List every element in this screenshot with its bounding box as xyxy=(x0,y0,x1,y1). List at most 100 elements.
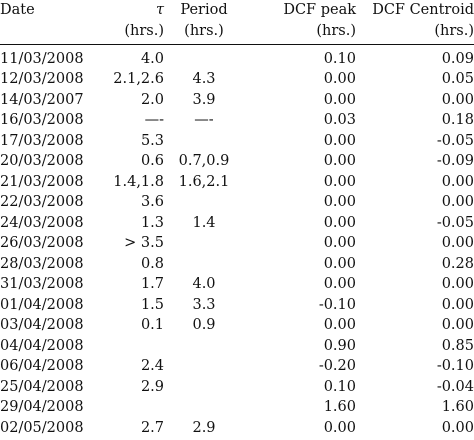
header-tau: τ xyxy=(155,2,164,18)
cell-tau: 0.8 xyxy=(140,255,164,272)
cell-period: 1.4 xyxy=(192,214,216,231)
header-tau-unit: (hrs.) xyxy=(96,20,168,45)
table-row: 20/03/2008 0.6 0.7,0.9 0.00 -0.09 xyxy=(0,151,474,172)
cell-dcf-peak: 0.00 xyxy=(323,194,356,210)
table-row: 22/03/2008 3.6 0.00 0.00 xyxy=(0,192,474,213)
cell-tau: 2.4 xyxy=(140,358,164,374)
cell-date: 26/03/2008 xyxy=(0,235,84,251)
cell-date: 29/04/2008 xyxy=(0,399,84,415)
table-row: 26/03/2008 > 3.5 0.00 0.00 xyxy=(0,233,474,254)
cell-dcf-centroid: 0.09 xyxy=(441,50,474,67)
cell-dcf-centroid: 0.28 xyxy=(441,255,474,272)
cell-dcf-peak: 0.00 xyxy=(323,276,356,292)
cell-tau: 2.7 xyxy=(140,419,164,436)
cell-dcf-centroid: 0.18 xyxy=(441,112,474,128)
cell-period xyxy=(168,356,240,377)
cell-period: —- xyxy=(194,112,214,128)
cell-dcf-peak: 0.00 xyxy=(323,132,356,149)
cell-period: 3.3 xyxy=(192,296,216,313)
cell-date: 14/03/2007 xyxy=(0,91,84,108)
cell-date: 17/03/2008 xyxy=(0,132,84,149)
cell-dcf-centroid: 1.60 xyxy=(441,399,474,415)
table-body: 11/03/2008 4.0 0.10 0.09 12/03/2008 2.1,2.6 4.… xyxy=(0,44,474,438)
cell-tau: 3.6 xyxy=(140,194,164,210)
cell-tau: 0.6 xyxy=(140,153,164,169)
cell-dcf-peak: 0.10 xyxy=(323,50,356,67)
cell-date: 28/03/2008 xyxy=(0,255,84,272)
cell-dcf-peak: -0.20 xyxy=(318,358,356,374)
cell-date: 21/03/2008 xyxy=(0,173,84,190)
header-row-units: (hrs.) (hrs.) (hrs.) (hrs.) xyxy=(0,20,474,45)
cell-tau: 1.3 xyxy=(140,214,164,231)
table-row: 12/03/2008 2.1,2.6 4.3 0.00 0.05 xyxy=(0,69,474,90)
cell-period xyxy=(168,192,240,213)
table-row: 21/03/2008 1.4,1.8 1.6,2.1 0.00 0.00 xyxy=(0,172,474,193)
cell-tau: 4.0 xyxy=(140,50,164,67)
table-row: 02/05/2008 2.7 2.9 0.00 0.00 xyxy=(0,418,474,439)
table-row: 24/03/2008 1.3 1.4 0.00 -0.05 xyxy=(0,213,474,234)
cell-period: 4.3 xyxy=(192,71,216,87)
cell-date: 20/03/2008 xyxy=(0,153,84,169)
cell-tau: 1.7 xyxy=(140,276,164,292)
cell-date: 25/04/2008 xyxy=(0,378,84,395)
cell-period: 4.0 xyxy=(192,276,216,292)
cell-dcf-centroid: 0.00 xyxy=(441,317,474,333)
cell-tau: 1.5 xyxy=(140,296,164,313)
cell-dcf-peak: 1.60 xyxy=(323,399,356,415)
cell-tau: 5.3 xyxy=(140,132,164,149)
header-dcf-peak-unit: (hrs.) xyxy=(240,20,360,45)
cell-tau: > 3.5 xyxy=(124,235,164,251)
cell-period xyxy=(168,131,240,152)
cell-dcf-centroid: 0.85 xyxy=(441,337,474,354)
cell-tau: 2.9 xyxy=(140,378,164,395)
table-row: 29/04/2008 1.60 1.60 xyxy=(0,397,474,418)
cell-period xyxy=(168,377,240,398)
cell-date: 11/03/2008 xyxy=(0,50,84,67)
header-row-names: Date τ Period DCF peak DCF Centroid xyxy=(0,0,474,21)
cell-dcf-peak: 0.00 xyxy=(323,214,356,231)
cell-dcf-peak: 0.00 xyxy=(323,235,356,251)
cell-date: 04/04/2008 xyxy=(0,337,84,354)
cell-tau xyxy=(96,397,168,418)
cell-dcf-centroid: 0.00 xyxy=(441,276,474,292)
table-row: 11/03/2008 4.0 0.10 0.09 xyxy=(0,44,474,69)
cell-dcf-centroid: -0.10 xyxy=(436,358,474,374)
table-row: 25/04/2008 2.9 0.10 -0.04 xyxy=(0,377,474,398)
cell-date: 06/04/2008 xyxy=(0,358,84,374)
cell-dcf-centroid: -0.04 xyxy=(436,378,474,395)
cell-period xyxy=(168,336,240,357)
cell-date: 16/03/2008 xyxy=(0,112,84,128)
cell-dcf-peak: 0.90 xyxy=(323,337,356,354)
cell-dcf-centroid: -0.09 xyxy=(436,153,474,169)
cell-dcf-centroid: -0.05 xyxy=(436,132,474,149)
cell-date: 12/03/2008 xyxy=(0,71,84,87)
table-row: 06/04/2008 2.4 -0.20 -0.10 xyxy=(0,356,474,377)
cell-date: 03/04/2008 xyxy=(0,317,84,333)
cell-dcf-centroid: -0.05 xyxy=(436,214,474,231)
cell-date: 22/03/2008 xyxy=(0,194,84,210)
header-date: Date xyxy=(0,2,35,18)
table-row: 17/03/2008 5.3 0.00 -0.05 xyxy=(0,131,474,152)
cell-dcf-peak: 0.03 xyxy=(323,112,356,128)
cell-period xyxy=(168,233,240,254)
cell-period: 0.9 xyxy=(192,317,216,333)
cell-tau: 0.1 xyxy=(140,317,164,333)
cell-dcf-centroid: 0.00 xyxy=(441,296,474,313)
cell-period: 0.7,0.9 xyxy=(178,153,230,169)
header-period: Period xyxy=(180,2,228,18)
cell-dcf-peak: 0.00 xyxy=(323,317,356,333)
cell-dcf-peak: 0.10 xyxy=(323,378,356,395)
cell-dcf-centroid: 0.00 xyxy=(441,91,474,108)
cell-date: 31/03/2008 xyxy=(0,276,84,292)
cell-dcf-peak: 0.00 xyxy=(323,91,356,108)
table-row: 28/03/2008 0.8 0.00 0.28 xyxy=(0,254,474,275)
cell-dcf-centroid: 0.00 xyxy=(441,173,474,190)
cell-period xyxy=(168,254,240,275)
cell-dcf-centroid: 0.00 xyxy=(441,419,474,436)
table-row: 01/04/2008 1.5 3.3 -0.10 0.00 xyxy=(0,295,474,316)
header-dcf-peak: DCF peak xyxy=(283,2,356,18)
header-period-unit: (hrs.) xyxy=(168,20,240,45)
cell-dcf-peak: 0.00 xyxy=(323,71,356,87)
